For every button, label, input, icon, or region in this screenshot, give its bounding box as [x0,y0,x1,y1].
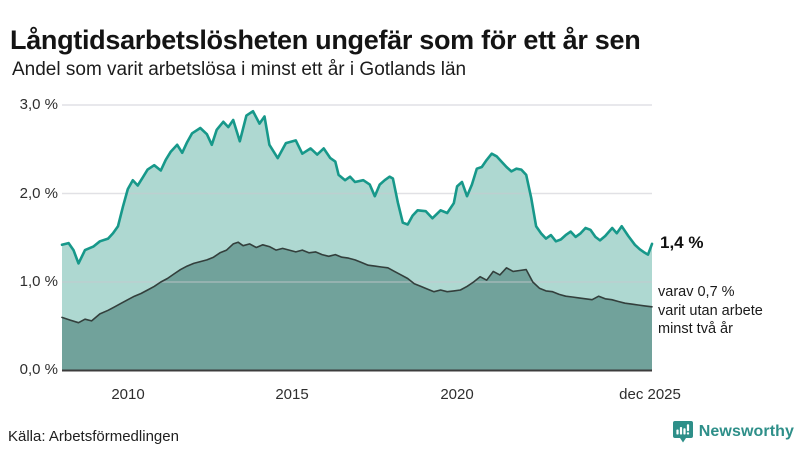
series-min-one-year-line [60,109,654,265]
newsworthy-logo-icon [672,421,693,443]
y-tick-0: 0,0 % [19,361,58,378]
annotation-line-3: minst två år [658,321,733,337]
source-credit: Källa: Arbetsförmedlingen [8,428,179,445]
newsworthy-logo-text: Newsworthy [698,423,794,440]
y-tick-3: 3,0 % [19,96,58,113]
page-title: Långtidsarbetslösheten ungefär som för e… [10,25,641,56]
x-tick-2015: 2015 [275,386,309,403]
annotation-line-2: varit utan arbete [658,302,763,319]
y-tick-2: 2,0 % [19,185,58,202]
newsworthy-logo[interactable]: Newsworthy [672,420,794,444]
secondary-series-annotation: varav 0,7 % varit utan arbete minst två … [658,283,763,339]
series-end-value-label: 1,4 % [660,233,704,252]
chart-subtitle: Andel som varit arbetslösa i minst ett å… [12,59,467,80]
x-tick-2010: 2010 [111,386,145,403]
annotation-line-1: varav 0,7 % [658,284,735,300]
series-min-two-years-line [61,241,653,324]
series-min-two-years-area [62,242,652,371]
x-tick-dec-2025: dec 2025 [619,386,681,403]
y-tick-1: 1,0 % [19,273,58,290]
x-tick-2020: 2020 [440,386,474,403]
